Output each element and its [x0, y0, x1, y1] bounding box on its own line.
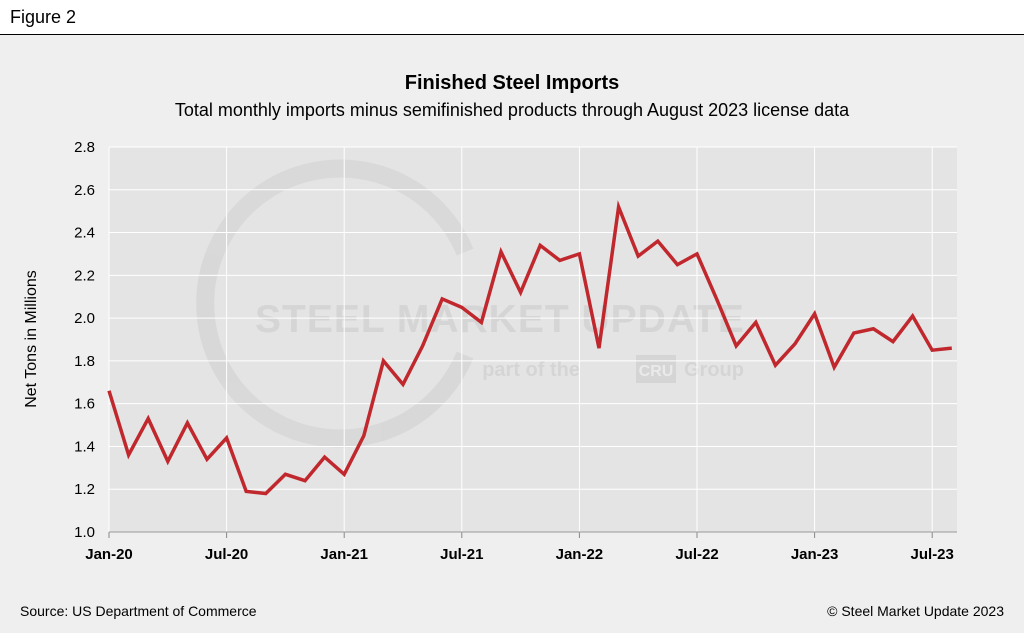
watermark: STEEL MARKET UPDATE part of the CRU Grou… [196, 159, 745, 448]
y-tick-label: 2.8 [74, 139, 95, 156]
y-tick-label: 1.0 [74, 524, 95, 541]
watermark-prefix: part of the [482, 359, 580, 381]
chart-subtitle: Total monthly imports minus semifinished… [175, 100, 850, 120]
x-axis-ticks: Jan-20 Jul-20 Jan-21 Jul-21 Jan-22 Jul-22 Jan-… [85, 531, 957, 563]
y-tick-label: 2.6 [74, 182, 95, 199]
x-tick-label: Jan-22 [556, 546, 604, 563]
y-tick-label: 2.4 [74, 225, 95, 242]
x-tick-label: Jan-21 [320, 546, 368, 563]
x-tick-label: Jul-22 [675, 546, 718, 563]
y-tick-label: 1.2 [74, 481, 95, 498]
y-axis-ticks: 1.0 1.2 1.4 1.6 1.8 2.0 2.2 2.4 2.6 2.8 [74, 139, 95, 541]
chart-title: Finished Steel Imports [405, 72, 619, 94]
y-tick-label: 1.4 [74, 438, 95, 455]
figure-divider [0, 34, 1024, 35]
x-tick-label: Jan-20 [85, 546, 133, 563]
data-series [107, 200, 952, 496]
x-tick-label: Jul-23 [911, 546, 954, 563]
x-tick-label: Jul-21 [440, 546, 483, 563]
copyright-note: © Steel Market Update 2023 [827, 603, 1004, 619]
series-line [107, 200, 952, 496]
y-tick-label: 2.0 [74, 310, 95, 327]
watermark-brand: STEEL MARKET UPDATE [255, 298, 745, 341]
watermark-logo-box [636, 355, 676, 383]
watermark-arc-icon [196, 159, 474, 448]
y-tick-label: 1.6 [74, 396, 95, 413]
x-tick-label: Jan-23 [791, 546, 839, 563]
y-tick-label: 2.2 [74, 267, 95, 284]
x-tick-label: Jul-20 [205, 546, 248, 563]
figure-label: Figure 2 [10, 7, 77, 27]
source-note: Source: US Department of Commerce [20, 603, 257, 619]
chart-panel: STEEL MARKET UPDATE part of the CRU Grou… [0, 35, 1024, 633]
watermark-suffix: Group [684, 359, 744, 381]
y-tick-label: 1.8 [74, 353, 95, 370]
y-axis-title: Net Tons in Millions [23, 270, 40, 408]
line-chart: STEEL MARKET UPDATE part of the CRU Grou… [20, 72, 1004, 619]
watermark-logo: CRU [639, 363, 674, 380]
figure-header: Figure 2 [0, 0, 1024, 34]
gridlines [108, 146, 957, 533]
